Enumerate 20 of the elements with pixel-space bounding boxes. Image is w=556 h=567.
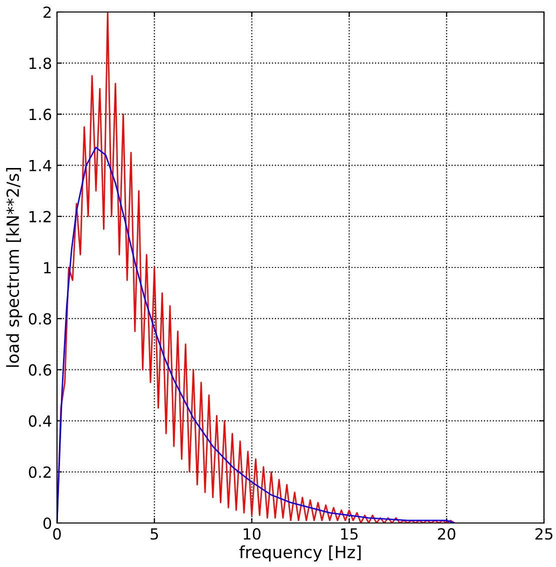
- x-tick-label: 20: [438, 528, 456, 540]
- x-axis-title: frequency [Hz]: [239, 545, 361, 562]
- y-tick-label: 1.4: [30, 160, 52, 172]
- y-tick-label: 0.8: [28, 313, 52, 325]
- y-tick-label: 1.6: [30, 108, 52, 120]
- y-axis-title: load spectrum [kN**2/s]: [6, 168, 22, 367]
- y-tick-label: 0.2: [28, 466, 51, 478]
- y-tick-label: 1.8: [30, 58, 52, 70]
- y-tick-label: 0.6: [28, 364, 52, 376]
- x-tick-label: 15: [341, 528, 358, 540]
- x-tick-label: 25: [535, 528, 552, 540]
- y-tick-label: 1: [44, 262, 51, 274]
- y-tick-label: 2: [44, 6, 51, 18]
- x-tick-label: 10: [244, 528, 261, 540]
- x-tick-label: 5: [150, 528, 158, 540]
- line-series: [57, 146, 456, 523]
- x-tick-label: 0: [53, 528, 61, 540]
- y-tick-label: 0.4: [28, 415, 52, 427]
- y-tick-label: 0: [43, 517, 52, 530]
- y-tick-label: 1.2: [30, 210, 51, 222]
